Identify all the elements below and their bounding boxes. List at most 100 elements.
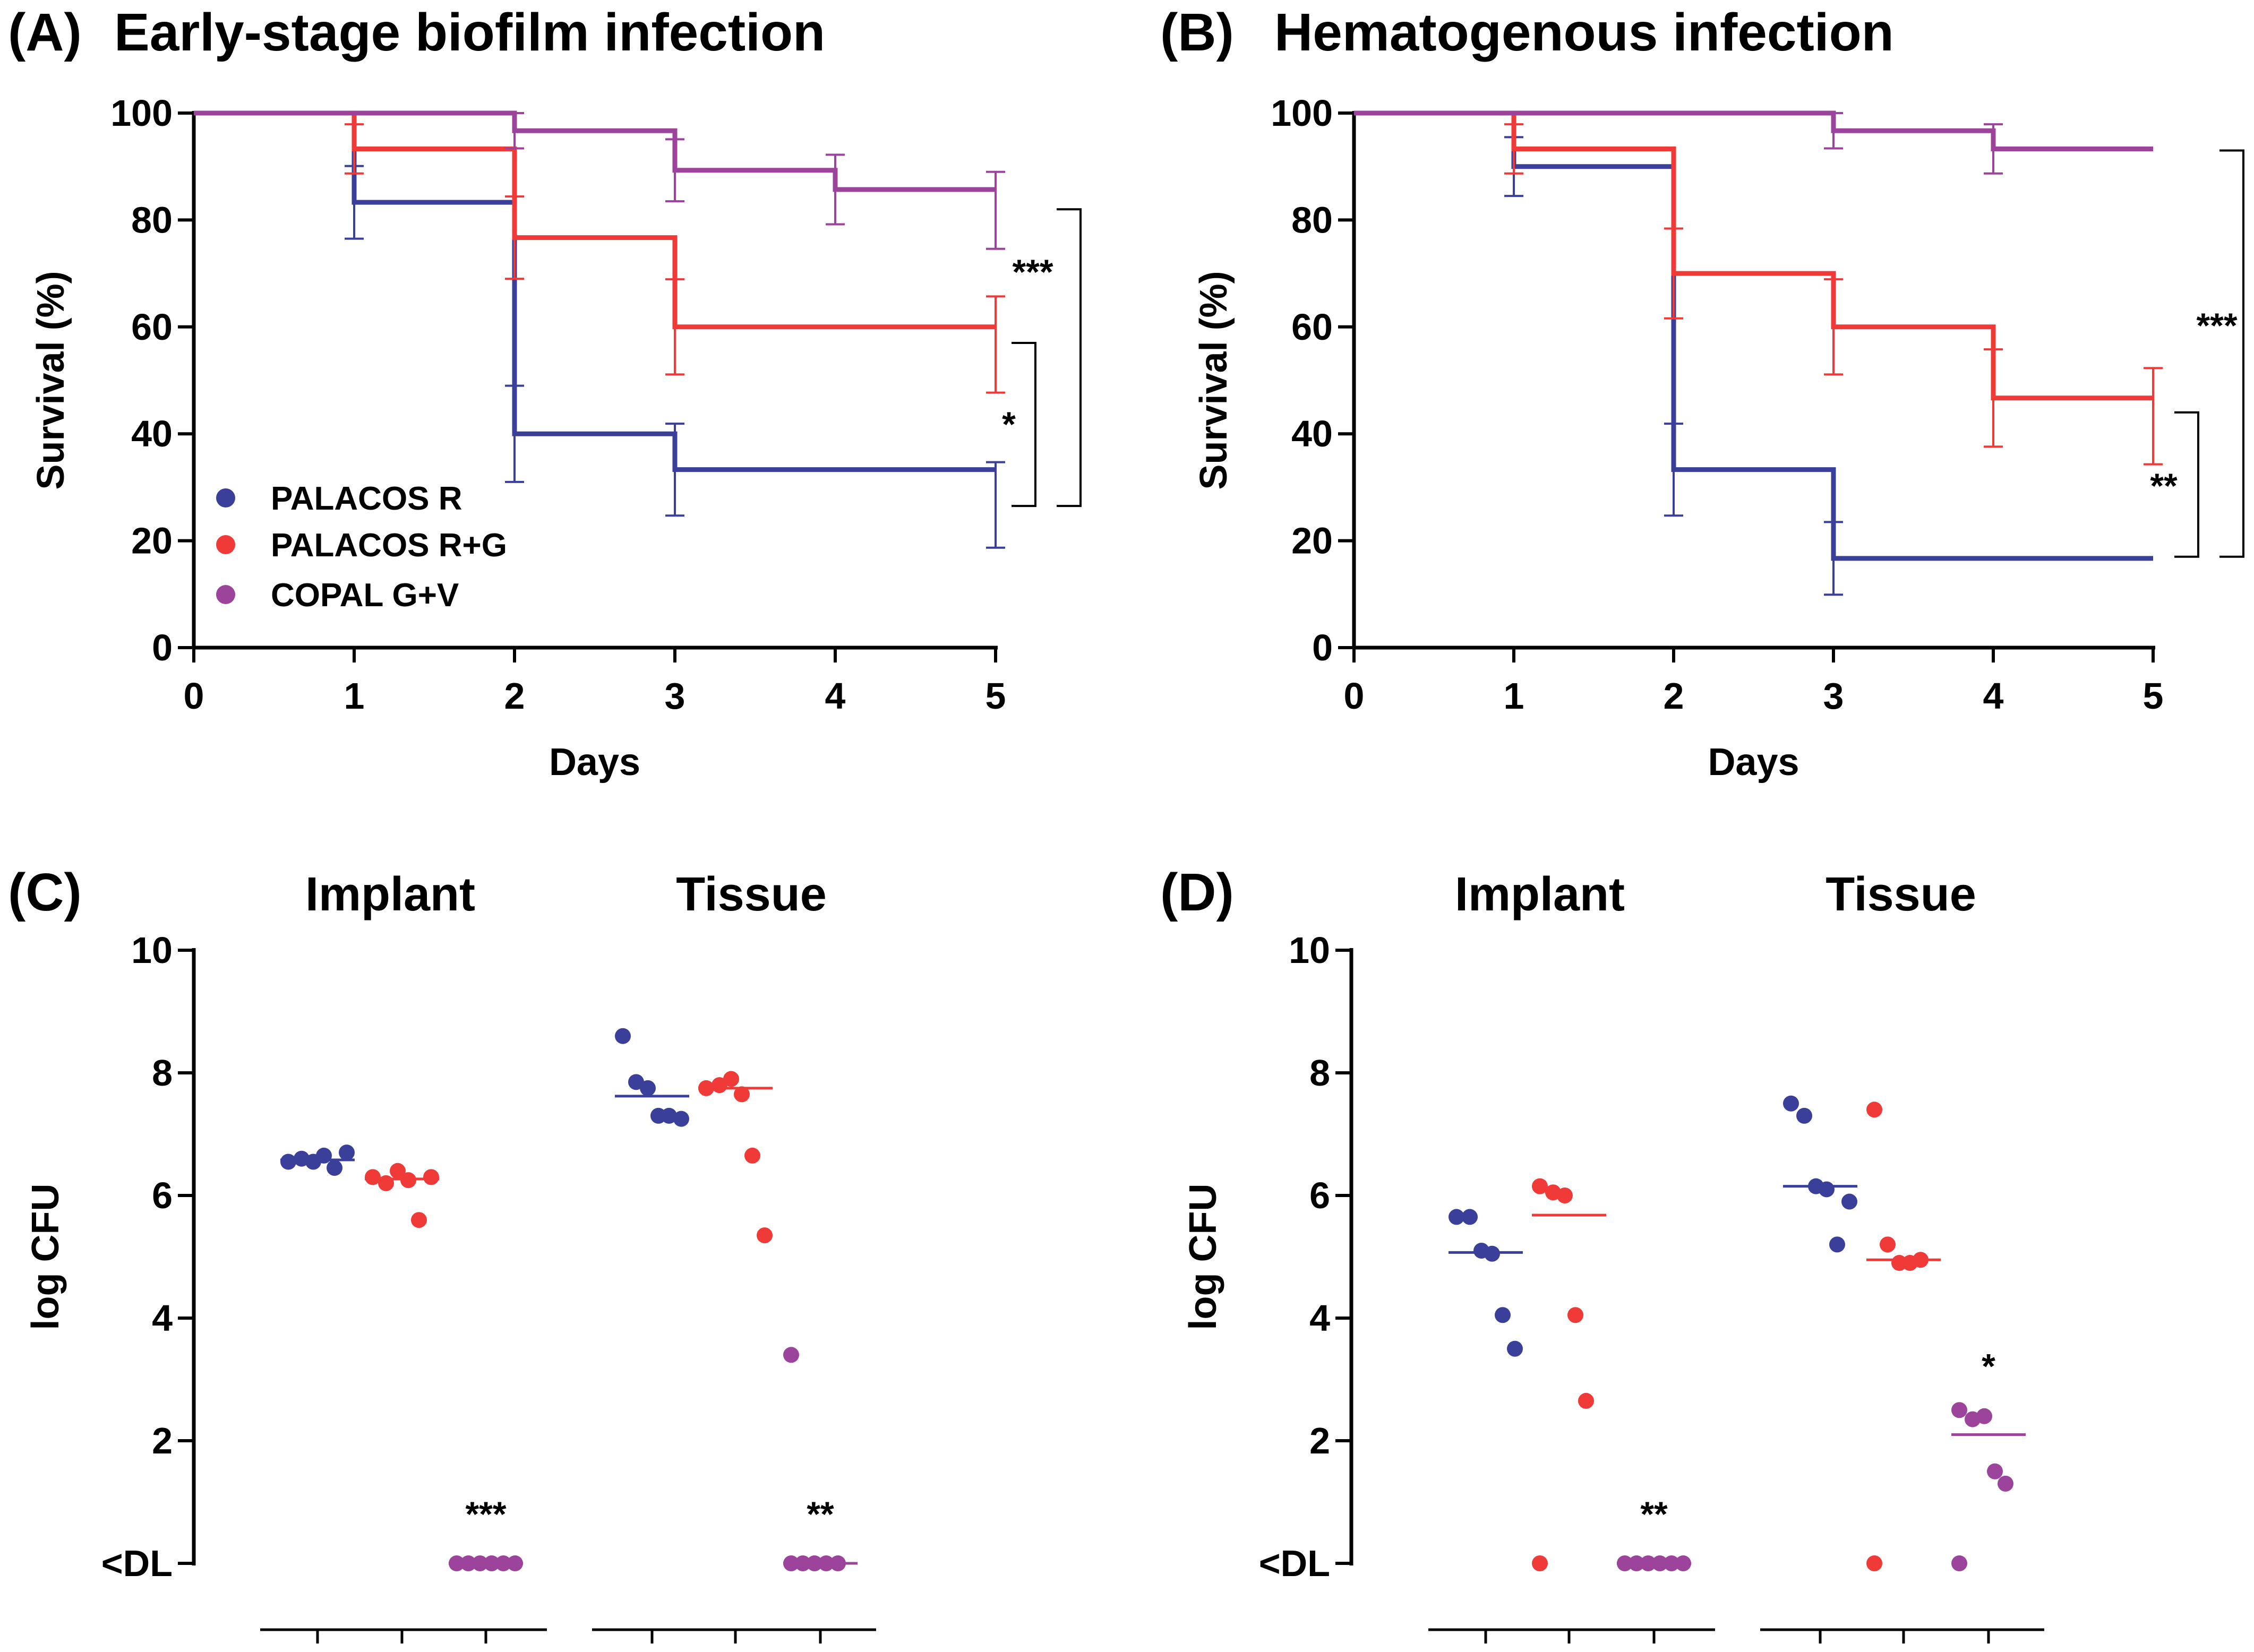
y-tick-label: 2 xyxy=(1309,1420,1330,1461)
y-tick-label: 8 xyxy=(1309,1052,1330,1094)
data-point xyxy=(744,1147,760,1164)
data-point xyxy=(1951,1402,1967,1418)
data-point xyxy=(615,1028,631,1044)
data-point xyxy=(1866,1555,1882,1571)
significance-label: *** xyxy=(465,1494,506,1534)
legend-label: COPAL G+V xyxy=(271,577,459,614)
data-point xyxy=(807,1555,822,1571)
bracket-line xyxy=(2174,411,2199,558)
x-tick-label: 5 xyxy=(2143,675,2164,717)
data-point xyxy=(783,1347,799,1363)
dot-series-copal_gv: *** xyxy=(449,1494,523,1571)
group-implant: Implant *** xyxy=(260,868,547,1644)
x-tick-label: 0 xyxy=(1344,675,1365,717)
data-point xyxy=(640,1080,656,1096)
data-point xyxy=(390,1163,406,1179)
data-point xyxy=(1664,1555,1679,1571)
y-tick-label: 10 xyxy=(131,930,173,971)
data-point xyxy=(1841,1193,1857,1210)
y-tick-label: 100 xyxy=(110,92,173,134)
significance-label: * xyxy=(1002,405,1016,444)
data-point xyxy=(1951,1555,1967,1571)
data-point xyxy=(327,1160,342,1176)
x-tick-label: 0 xyxy=(184,675,204,717)
dot-series-palacos_r xyxy=(280,1145,355,1176)
data-point xyxy=(316,1147,332,1164)
y-tick-label: 4 xyxy=(1309,1297,1330,1339)
dot-series-palacos_rg xyxy=(1866,1102,1941,1571)
y-axis-title: log CFU xyxy=(1182,1184,1224,1330)
data-point xyxy=(411,1212,427,1228)
survival-curve xyxy=(1354,110,2153,561)
data-point xyxy=(339,1145,355,1161)
group-title: Tissue xyxy=(676,868,827,921)
data-point xyxy=(1829,1236,1845,1253)
y-tick-label: 4 xyxy=(152,1297,173,1339)
data-point xyxy=(757,1227,773,1244)
y-axis-title: Survival (%) xyxy=(30,271,72,489)
legend-marker xyxy=(216,488,235,507)
data-point xyxy=(1567,1307,1583,1323)
legend-item-copal_gv: COPAL G+V xyxy=(216,577,459,614)
series-palacos_r xyxy=(1354,110,2153,596)
y-tick-label: 20 xyxy=(131,520,173,562)
significance-bracket: ** xyxy=(2150,411,2199,558)
group-tissue: Tissue * xyxy=(1760,868,2044,1644)
significance-label: *** xyxy=(1012,252,1053,291)
x-tick-label: 1 xyxy=(344,675,365,717)
bracket-line xyxy=(2219,149,2244,558)
data-point xyxy=(661,1107,677,1124)
y-tick-label: 60 xyxy=(1291,306,1333,348)
data-point xyxy=(1675,1555,1691,1571)
legend-label: PALACOS R+G xyxy=(271,527,507,564)
group-title: Implant xyxy=(1455,868,1625,921)
y-tick-label: <DL xyxy=(101,1543,173,1584)
dot-series-palacos_rg xyxy=(698,1071,773,1244)
x-axis-title: Days xyxy=(1708,741,1799,784)
panel-c: (C) <DL 2 4 6 8 10 log CFU Implant *** Tissue ** xyxy=(8,863,876,1644)
y-tick-label: 0 xyxy=(1312,627,1333,668)
panel-d: (D) <DL 2 4 6 8 10 log CFU Implant ** Tissue * xyxy=(1160,863,2044,1644)
bracket-line xyxy=(1057,208,1082,507)
data-point xyxy=(698,1080,714,1096)
dot-series-copal_gv: ** xyxy=(783,1347,858,1571)
significance-label: ** xyxy=(807,1494,834,1534)
x-tick-label: 2 xyxy=(1664,675,1684,717)
dot-series-copal_gv: * xyxy=(1951,1346,2026,1571)
panel-title: Hematogenous infection xyxy=(1274,3,1894,62)
panel-label: (C) xyxy=(8,863,82,922)
group-tissue: Tissue ** xyxy=(592,868,876,1644)
legend-marker xyxy=(216,535,235,554)
data-point xyxy=(1866,1102,1882,1118)
data-point xyxy=(1629,1555,1644,1571)
data-point xyxy=(1987,1463,2003,1479)
data-point xyxy=(734,1086,750,1103)
series-copal_gv xyxy=(194,110,1005,250)
legend-marker xyxy=(216,585,235,604)
y-tick-label: 2 xyxy=(152,1420,173,1461)
data-point xyxy=(1783,1095,1799,1112)
data-point xyxy=(400,1172,416,1189)
y-tick-label: 6 xyxy=(152,1175,173,1216)
group-title: Implant xyxy=(305,868,475,921)
x-axis-title: Days xyxy=(549,741,640,784)
y-tick-label: 80 xyxy=(131,199,173,240)
data-point xyxy=(460,1555,476,1571)
survival-curve xyxy=(1354,110,2153,151)
panel-label: (A) xyxy=(8,3,82,62)
y-tick-label: <DL xyxy=(1259,1543,1330,1584)
data-point xyxy=(712,1077,727,1094)
data-point xyxy=(723,1071,739,1087)
data-point xyxy=(1484,1245,1500,1262)
data-point xyxy=(1880,1236,1896,1253)
y-tick-label: 40 xyxy=(131,413,173,454)
data-point xyxy=(1557,1188,1573,1203)
data-point xyxy=(484,1555,500,1571)
y-tick-label: 100 xyxy=(1271,92,1333,134)
data-point xyxy=(1640,1555,1656,1571)
panel-title: Early-stage biofilm infection xyxy=(114,3,825,62)
y-tick-label: 20 xyxy=(1291,520,1333,562)
significance-bracket: *** xyxy=(1012,208,1082,507)
dot-series-palacos_rg xyxy=(1532,1178,1606,1571)
